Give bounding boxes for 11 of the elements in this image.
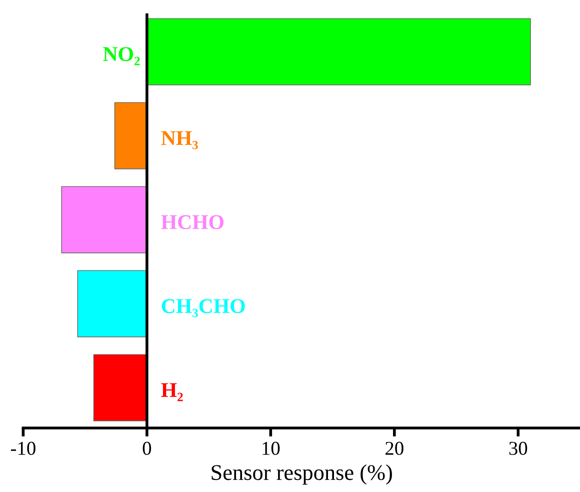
y-tick-label: NH₃ <box>161 131 198 150</box>
y-tick-label: NO₂ <box>103 47 140 66</box>
y-tick-label: H₂ <box>161 383 183 402</box>
x-axis-title: Sensor response (%) <box>212 464 392 485</box>
x-tick-label: 0 <box>142 442 152 455</box>
x-tick-label: 10 <box>262 442 280 455</box>
y-tick-label: HCHO <box>161 215 224 230</box>
y-tick-label: CH₃CHO <box>162 299 245 318</box>
x-tick-label: -10 <box>10 442 36 455</box>
x-tick-label: 20 <box>386 442 404 455</box>
x-tick-label: 30 <box>509 442 528 455</box>
